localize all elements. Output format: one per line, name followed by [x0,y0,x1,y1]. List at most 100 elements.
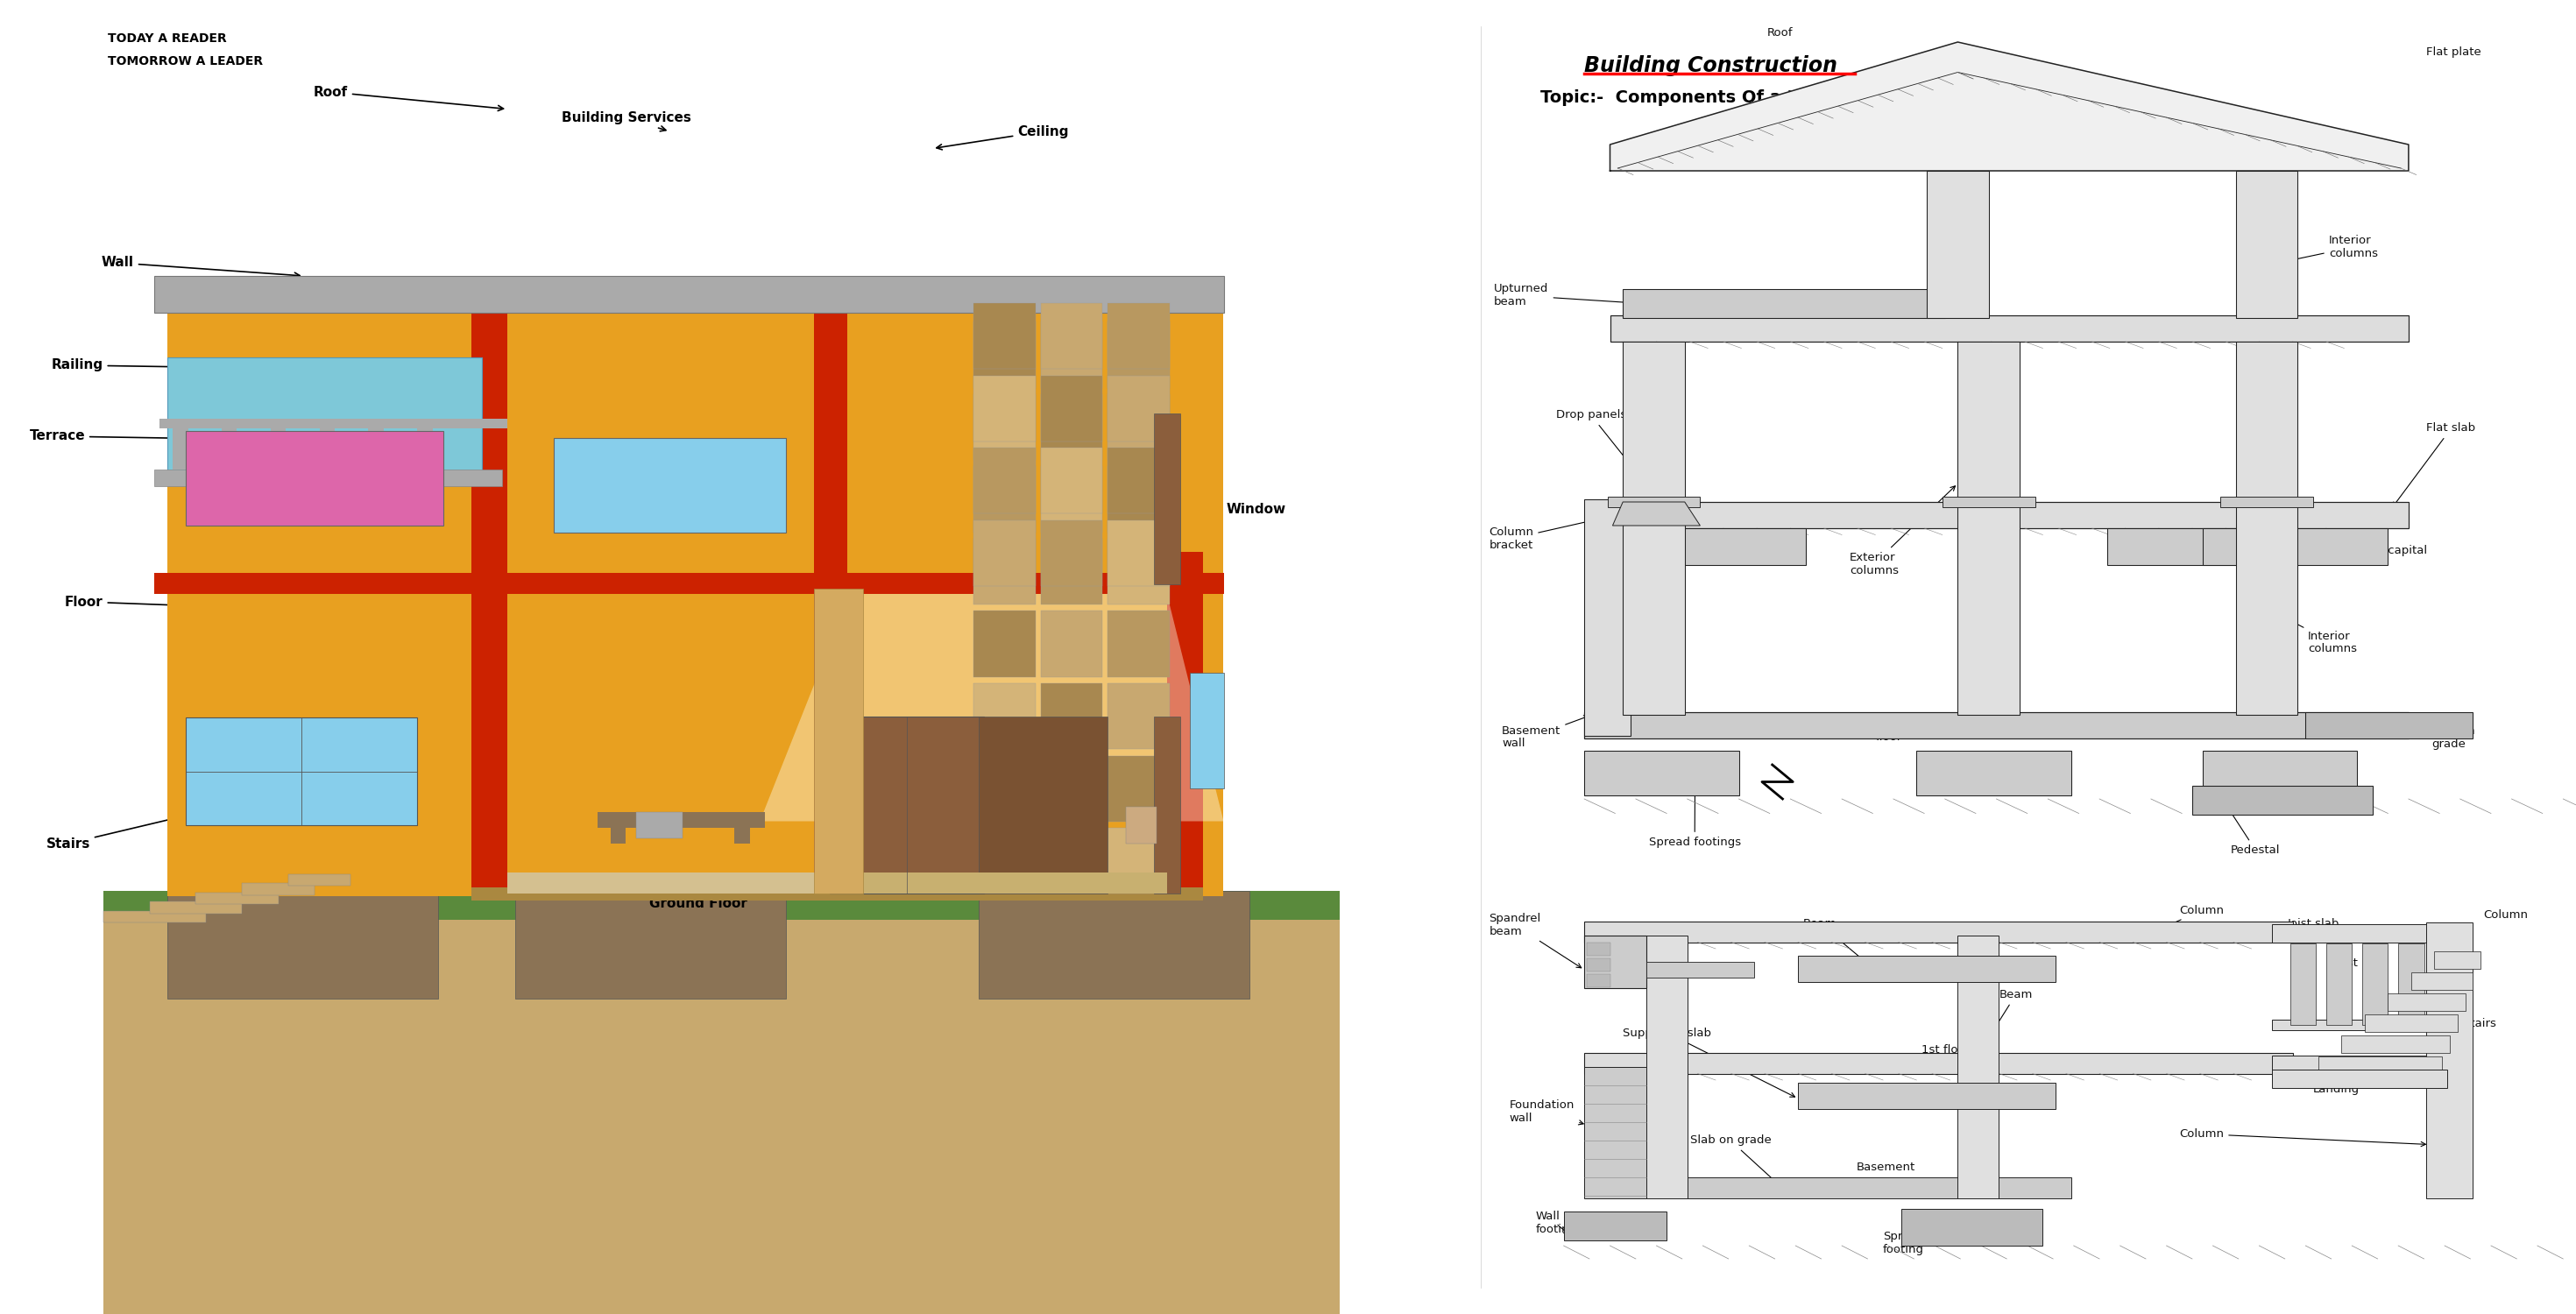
Bar [471,887,1203,900]
Bar [289,874,350,886]
Bar [155,469,502,486]
Bar [2236,499,2298,715]
Text: Roof: Roof [314,85,502,110]
Bar [1798,955,2056,982]
Bar [368,426,384,469]
Bar [2272,924,2447,942]
Bar [489,883,708,899]
Bar [1108,539,1170,604]
Bar [167,891,438,999]
Bar [1041,828,1103,894]
Bar [1623,342,1685,502]
Text: Column: Column [2179,1129,2427,1146]
Bar [2306,712,2473,738]
Text: Topic:-  Components Of a Building: Topic:- Components Of a Building [1540,89,1865,106]
Bar [1584,1053,2293,1074]
Bar [1584,750,1739,795]
Text: Spandrel
beam: Spandrel beam [1489,913,1582,968]
Text: 1st floor: 1st floor [1850,307,1955,327]
Text: Drop panels: Drop panels [1556,410,1674,520]
Bar [1041,466,1103,532]
Bar [242,883,314,895]
Bar [1041,304,1103,369]
Text: Flat slab: Flat slab [2393,423,2476,507]
Bar [1041,756,1103,821]
Bar [1623,289,1945,318]
Bar [185,717,417,825]
Text: Exterior
columns: Exterior columns [1850,486,1955,576]
Text: Terrace: Terrace [28,430,216,443]
Bar [2202,528,2388,565]
Text: Foundation
wall: Foundation wall [1510,1100,1584,1125]
Text: Interior
columns: Interior columns [2257,235,2378,268]
Bar [974,448,1036,514]
Text: Column: Column [2483,909,2527,920]
Bar [1108,322,1170,388]
Polygon shape [103,891,1340,920]
Bar [160,419,507,428]
Bar [974,611,1036,677]
Bar [1108,520,1170,586]
Text: Door lintel: Door lintel [1587,953,1654,971]
Bar [1623,499,1685,715]
Bar [1126,807,1157,844]
Bar [974,466,1036,532]
Bar [1958,936,1999,1198]
Bar [1607,497,1700,507]
Bar [974,322,1036,388]
Bar [1108,756,1170,821]
Bar [2411,972,2473,989]
Bar [2272,1055,2447,1074]
Bar [1041,520,1103,586]
Text: Building Finishes: Building Finishes [979,280,1190,301]
Bar [974,376,1036,442]
Text: Supported slab: Supported slab [1623,1028,1795,1097]
Bar [974,683,1036,749]
Bar [196,892,278,904]
Bar [979,891,1249,999]
Bar [1584,499,1631,736]
Bar [1154,716,1180,894]
Bar [1108,683,1170,749]
Text: Stairs: Stairs [46,812,196,850]
Bar [185,431,443,526]
Polygon shape [1613,502,1700,526]
Text: Upturned
beam: Upturned beam [1494,284,1641,307]
Text: Joist slab: Joist slab [2287,918,2339,929]
Bar [2342,1035,2450,1053]
Text: Plinth: Plinth [1074,696,1198,712]
Bar [1958,499,2020,715]
Bar [1610,502,2409,528]
Bar [1958,342,2020,502]
Bar [1584,921,2293,942]
Polygon shape [103,894,1340,1314]
Bar [1041,322,1103,388]
Bar [1798,1083,2056,1109]
Bar [2398,943,2424,1025]
Text: Foundation: Foundation [384,850,608,884]
Bar [1108,394,1170,460]
Text: Basement
floor: Basement floor [1852,719,1935,742]
Bar [1167,552,1203,896]
Bar [1917,750,2071,795]
Bar [155,276,1224,313]
Text: Window: Window [1139,503,1285,516]
Text: Beam: Beam [1960,989,2032,1084]
Bar [1041,611,1103,677]
Bar [1564,1212,1667,1240]
Bar [173,426,188,469]
Bar [507,872,822,894]
Bar [1041,539,1103,604]
Bar [149,901,242,913]
Bar [1587,958,1610,971]
Text: Pillars: Pillars [1010,364,1128,378]
Text: 1st floor: 1st floor [1922,1045,1971,1055]
Bar [2192,786,2372,815]
Bar [319,426,335,469]
Bar [2272,1020,2447,1030]
Text: Wall
footing: Wall footing [1535,1212,1577,1235]
Text: TODAY A READER: TODAY A READER [108,33,227,45]
Bar [1108,466,1170,532]
Bar [1041,683,1103,749]
Bar [1108,448,1170,514]
